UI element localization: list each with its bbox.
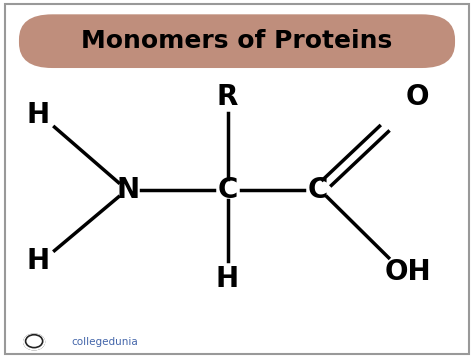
Text: H: H bbox=[27, 101, 49, 129]
FancyBboxPatch shape bbox=[5, 4, 469, 354]
Text: Monomers of Proteins: Monomers of Proteins bbox=[82, 29, 392, 53]
Text: R: R bbox=[217, 83, 238, 111]
Circle shape bbox=[24, 334, 45, 350]
Text: collegedunia: collegedunia bbox=[71, 337, 137, 347]
Text: C: C bbox=[308, 176, 328, 204]
Text: H: H bbox=[216, 265, 239, 293]
Text: O: O bbox=[405, 83, 429, 111]
Text: N: N bbox=[117, 176, 139, 204]
FancyBboxPatch shape bbox=[19, 14, 455, 68]
Text: C: C bbox=[218, 176, 237, 204]
Circle shape bbox=[24, 334, 45, 350]
Text: H: H bbox=[27, 247, 49, 275]
Text: OH: OH bbox=[384, 258, 431, 286]
